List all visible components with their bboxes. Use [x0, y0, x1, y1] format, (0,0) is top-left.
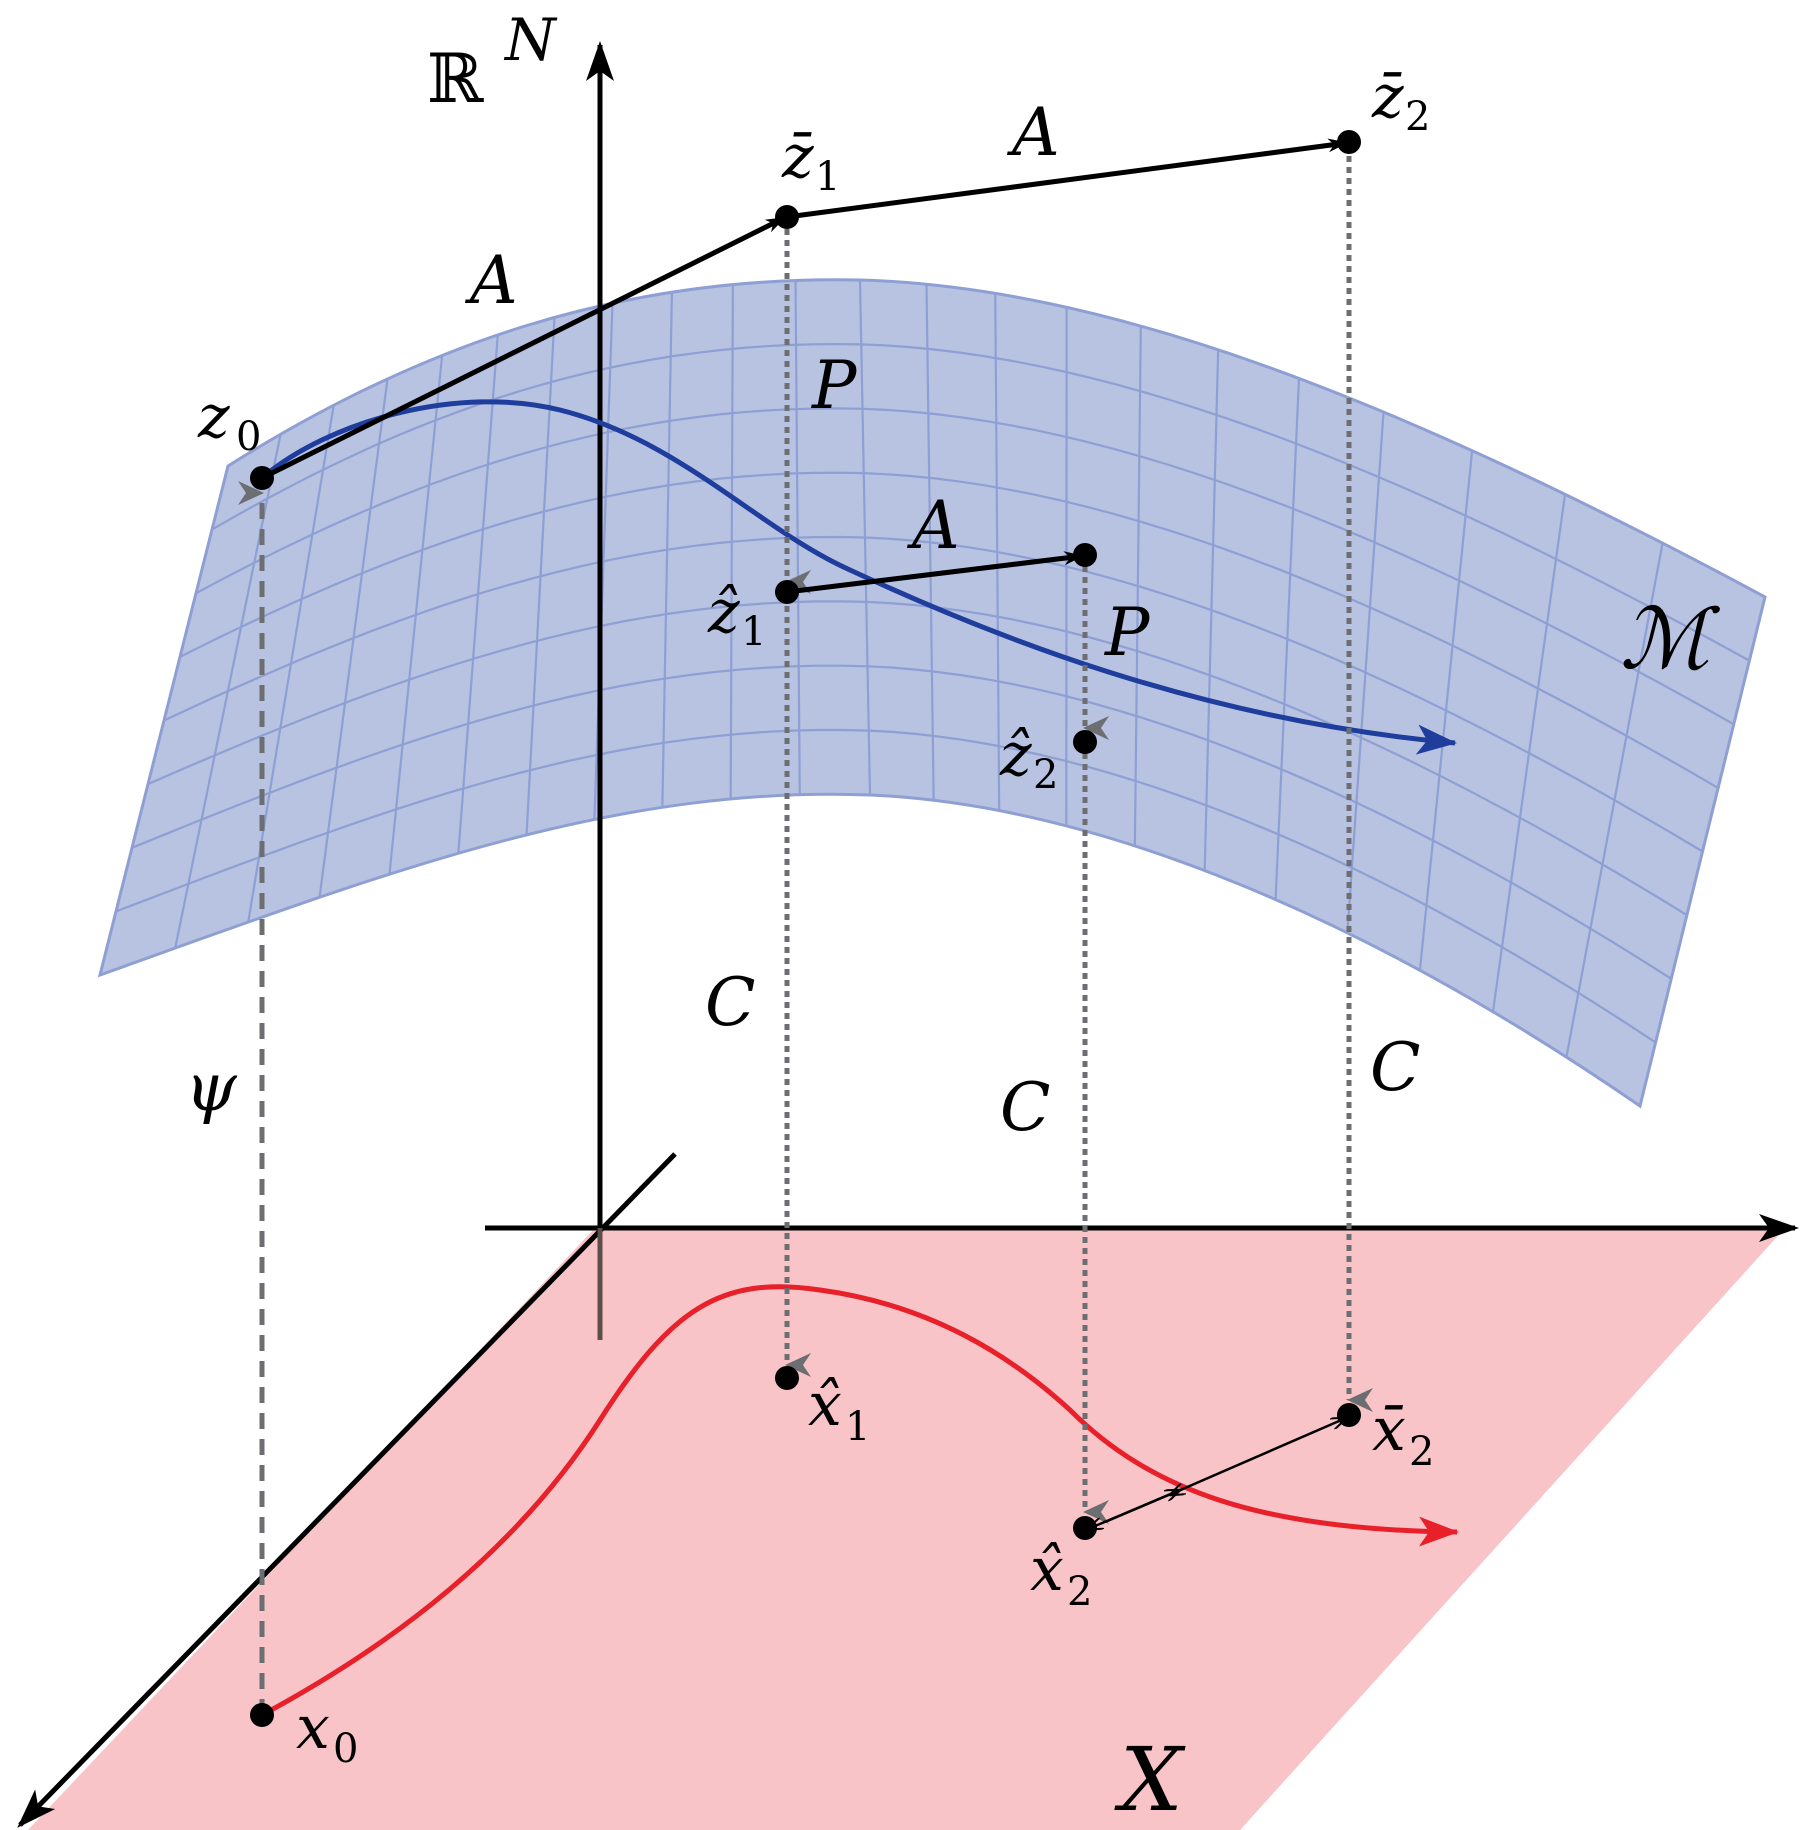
manifold-grid-line — [318, 378, 389, 898]
point-x0 — [250, 1703, 274, 1727]
distance-arrow — [1184, 1418, 1346, 1490]
label-zhat1-sub: 1 — [741, 609, 766, 655]
label-zhat2-sub: 2 — [1033, 752, 1058, 798]
manifold-grid-line — [1418, 450, 1474, 971]
manifold-trajectory — [260, 399, 1457, 755]
label-xbar2: x̄ — [1372, 1395, 1406, 1465]
A-arrow-3 — [786, 551, 1084, 595]
label-C1: C — [705, 964, 756, 1041]
manifold-grid-line — [1565, 542, 1664, 1058]
label-plane: X — [1114, 1728, 1186, 1830]
manifold-grid — [115, 279, 1750, 1058]
A-arrow-2 — [786, 138, 1348, 220]
label-space: ℝ — [427, 40, 484, 119]
manifold-grid-line — [729, 284, 734, 799]
label-P2: P — [1104, 594, 1151, 671]
label-zhat2: ẑ — [999, 720, 1032, 790]
manifold-grid-line — [994, 293, 1001, 811]
point-zbar2 — [1337, 130, 1361, 154]
label-z0-sub: 0 — [236, 414, 261, 460]
manifold-grid-line — [247, 405, 335, 923]
label-zbar2: z̄ — [1371, 62, 1404, 132]
plane-x — [28, 1228, 1785, 1830]
label-A1: A — [464, 242, 518, 319]
plane-trajectory — [260, 1284, 1459, 1718]
label-xhat2: x̂ — [1030, 1535, 1064, 1605]
manifold-grid-line — [1203, 349, 1220, 871]
label-C2: C — [1000, 1069, 1051, 1146]
label-zhat1: ẑ — [707, 577, 740, 647]
label-x0: x — [296, 1693, 330, 1763]
label-xhat2-sub: 2 — [1067, 1569, 1092, 1615]
label-zbar1-sub: 1 — [815, 154, 840, 200]
label-zbar1: z̄ — [781, 122, 814, 192]
label-xbar2-sub: 2 — [1409, 1429, 1434, 1475]
label-A2: A — [1006, 94, 1060, 171]
point-xbar2 — [1337, 1403, 1361, 1427]
manifold-grid-line — [1491, 494, 1567, 1012]
label-z0: z — [197, 382, 230, 452]
label-xhat1-sub: 1 — [845, 1404, 870, 1450]
manifold-grid-line — [174, 434, 282, 949]
label-psi: ψ — [185, 1049, 238, 1126]
point-A3-end — [1073, 543, 1097, 567]
axes — [17, 41, 1799, 1828]
label-P1: P — [811, 347, 858, 424]
A-arrow-1 — [260, 215, 786, 481]
manifold-grid-line — [925, 284, 935, 801]
point-z0 — [250, 466, 274, 490]
manifold-grid-line — [1274, 378, 1301, 900]
manifold-grid-line — [794, 280, 801, 795]
point-zhat2 — [1073, 730, 1097, 754]
depth-axis — [17, 1152, 677, 1828]
manifold-grid-line — [457, 334, 499, 854]
point-zbar1 — [775, 205, 799, 229]
manifold-grid-line — [661, 292, 674, 808]
label-A3: A — [906, 487, 960, 564]
manifold-grid-line — [388, 355, 444, 875]
manifold-grid-line — [1133, 326, 1142, 846]
label-space-sup: N — [503, 6, 558, 74]
point-zhat1 — [775, 580, 799, 604]
points — [250, 130, 1361, 1727]
projection-lines — [238, 145, 1373, 1715]
distance-arrow-inner2 — [1104, 1490, 1180, 1524]
label-zbar2-sub: 2 — [1405, 94, 1430, 140]
label-C3: C — [1370, 1029, 1421, 1106]
label-manifold: ℳ — [1620, 590, 1721, 688]
point-xhat2 — [1073, 1516, 1097, 1540]
manifold-grid-line — [525, 317, 556, 835]
manifold-grid-line — [593, 303, 614, 820]
manifold-grid-line — [858, 279, 872, 796]
label-x0-sub: 0 — [333, 1726, 358, 1772]
label-xhat1: x̂ — [808, 1370, 842, 1440]
point-xhat1 — [775, 1366, 799, 1390]
manifold-grid-line — [1346, 411, 1385, 933]
